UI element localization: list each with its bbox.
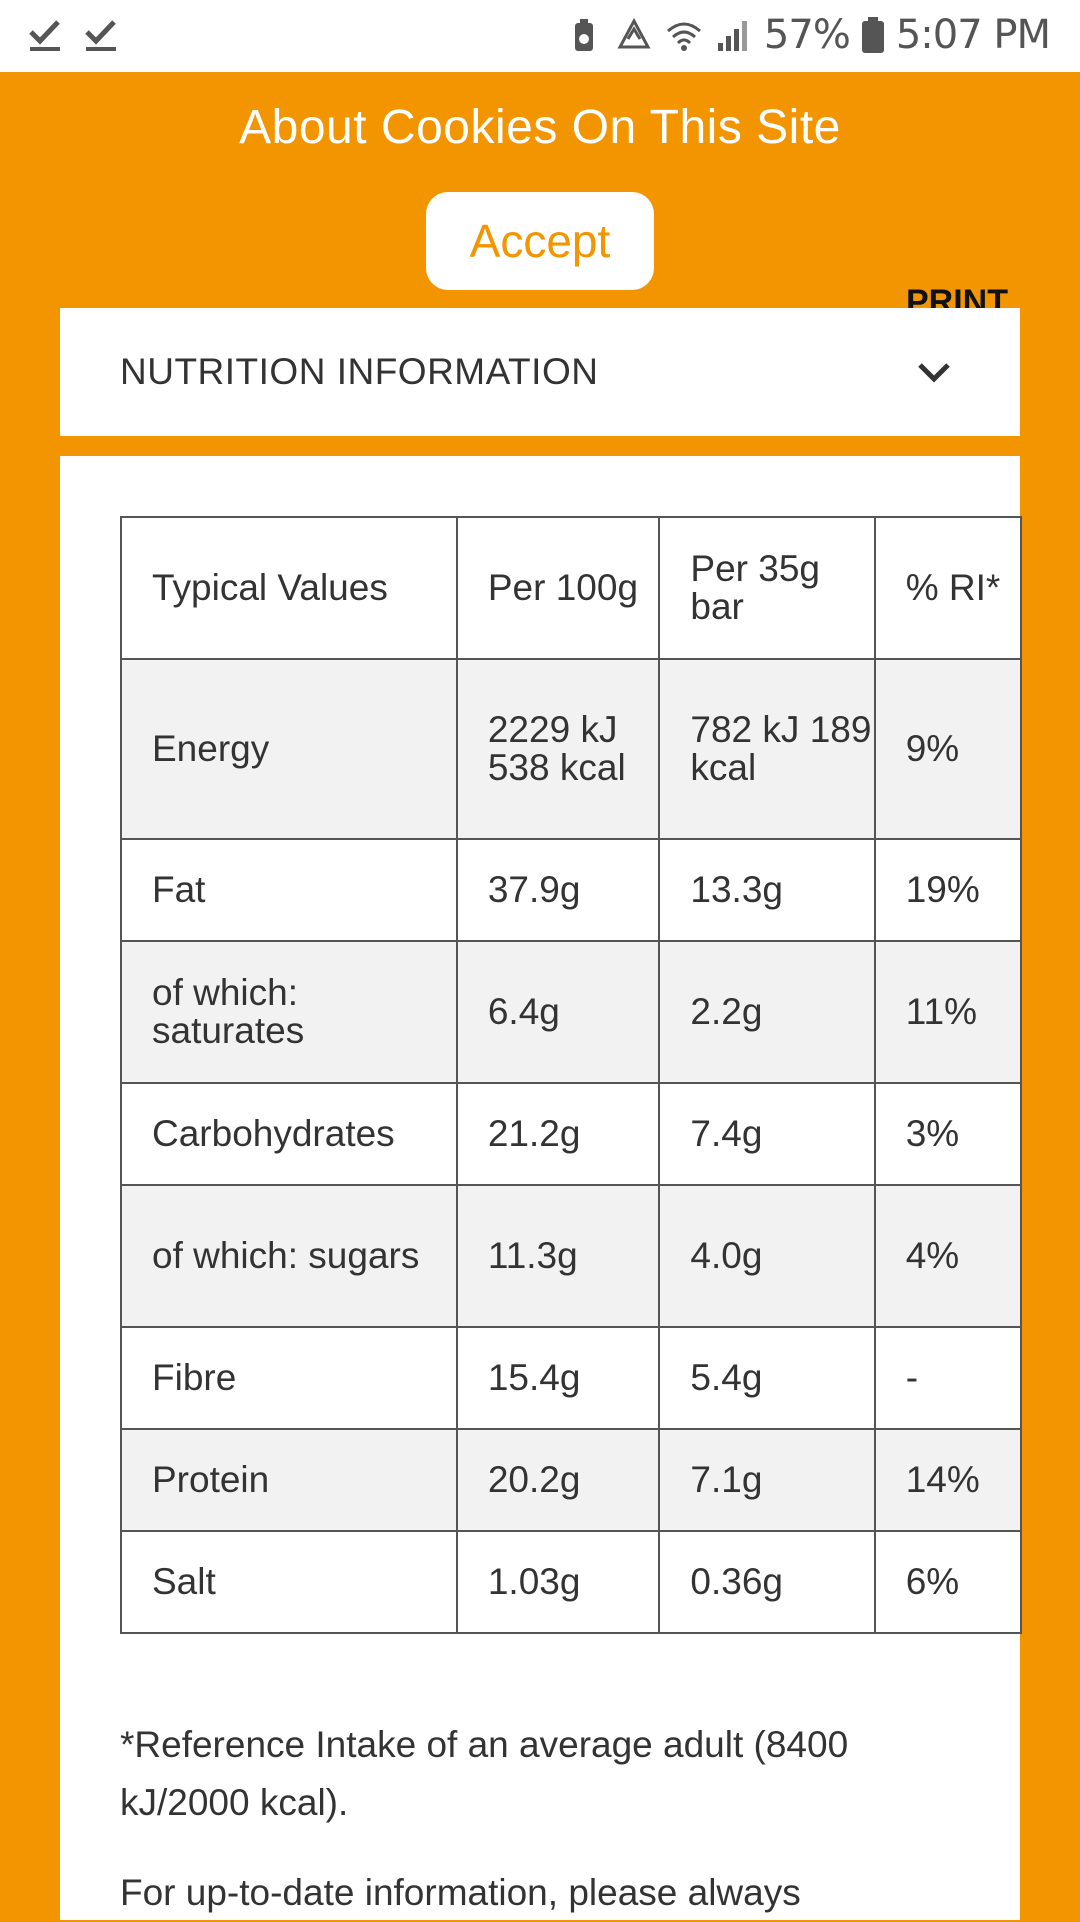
- value-per-bar: 7.4g: [658, 1082, 876, 1186]
- value-ri: 11%: [873, 940, 1023, 1084]
- print-link[interactable]: PRINT: [906, 283, 1008, 308]
- nutrient-name: of which: sugars: [120, 1184, 458, 1328]
- table-row: of which: saturates 6.4g 2.2g 11%: [120, 940, 1023, 1084]
- accordion-title: NUTRITION INFORMATION: [120, 351, 599, 392]
- value-per-100g: 21.2g: [455, 1082, 661, 1186]
- table-row: Fat 37.9g 13.3g 19%: [120, 838, 1023, 942]
- table-header-row: Typical Values Per 100g Per 35g bar % RI…: [120, 516, 1023, 660]
- check-icon: [85, 20, 116, 51]
- header-typical-values: Typical Values: [120, 516, 458, 660]
- recycle-icon: [617, 17, 651, 49]
- value-ri: 9%: [873, 658, 1023, 840]
- wifi-icon: [666, 22, 701, 51]
- value-per-100g: 6.4g: [455, 940, 661, 1084]
- nutrient-name: of which: saturates: [120, 940, 458, 1084]
- value-per-bar: 782 kJ 189 kcal: [658, 658, 876, 840]
- nutrition-panel: Typical Values Per 100g Per 35g bar % RI…: [60, 456, 1023, 1920]
- table-row: of which: sugars 11.3g 4.0g 4%: [120, 1184, 1023, 1328]
- table-row: Carbohydrates 21.2g 7.4g 3%: [120, 1082, 1023, 1186]
- value-ri: 6%: [873, 1530, 1023, 1634]
- nutrient-name: Salt: [120, 1530, 458, 1634]
- value-per-bar: 7.1g: [658, 1428, 876, 1532]
- value-ri: 4%: [873, 1184, 1023, 1328]
- nutrient-name: Fibre: [120, 1326, 458, 1430]
- signal-icon: [717, 21, 747, 51]
- header-per-35g-bar: Per 35g bar: [658, 516, 876, 660]
- up-to-date-note: For up-to-date information, please alway…: [120, 1872, 801, 1913]
- status-bar: 57% 5:07 PM: [0, 0, 1080, 72]
- battery-icon: [861, 17, 884, 53]
- reference-intake-note: *Reference Intake of an average adult (8…: [120, 1724, 849, 1823]
- clock: 5:07 PM: [895, 12, 1051, 58]
- value-per-100g: 2229 kJ 538 kcal: [455, 658, 661, 840]
- table-row: Energy 2229 kJ 538 kcal 782 kJ 189 kcal …: [120, 658, 1023, 840]
- nutrition-table: Typical Values Per 100g Per 35g bar % RI…: [120, 516, 1023, 1634]
- nutrient-name: Protein: [120, 1428, 458, 1532]
- status-left: [28, 14, 118, 54]
- value-ri: -: [873, 1326, 1023, 1430]
- table-row: Salt 1.03g 0.36g 6%: [120, 1530, 1023, 1634]
- value-per-100g: 37.9g: [455, 838, 661, 942]
- status-right: 57% 5:07 PM: [564, 12, 1051, 58]
- value-per-bar: 4.0g: [658, 1184, 876, 1328]
- value-per-100g: 1.03g: [455, 1530, 661, 1634]
- battery-percent: 57%: [763, 12, 851, 58]
- cookie-banner-title: About Cookies On This Site: [239, 101, 841, 154]
- nutrient-name: Carbohydrates: [120, 1082, 458, 1186]
- value-ri: 3%: [873, 1082, 1023, 1186]
- nutrient-name: Fat: [120, 838, 458, 942]
- header-per-100g: Per 100g: [455, 516, 661, 660]
- value-per-100g: 15.4g: [455, 1326, 661, 1430]
- value-ri: 14%: [873, 1428, 1023, 1532]
- accept-cookies-button[interactable]: Accept: [426, 192, 654, 290]
- table-row: Protein 20.2g 7.1g 14%: [120, 1428, 1023, 1532]
- battery-saver-icon: [574, 19, 593, 51]
- value-per-100g: 11.3g: [455, 1184, 661, 1328]
- chevron-down-icon[interactable]: [914, 352, 954, 392]
- value-per-bar: 13.3g: [658, 838, 876, 942]
- table-row: Fibre 15.4g 5.4g -: [120, 1326, 1023, 1430]
- value-ri: 19%: [873, 838, 1023, 942]
- nutrient-name: Energy: [120, 658, 458, 840]
- header-percent-ri: % RI*: [873, 516, 1023, 660]
- check-icon: [29, 20, 60, 51]
- value-per-100g: 20.2g: [455, 1428, 661, 1532]
- value-per-bar: 2.2g: [658, 940, 876, 1084]
- nutrition-accordion-header[interactable]: NUTRITION INFORMATION: [60, 308, 1020, 436]
- value-per-bar: 0.36g: [658, 1530, 876, 1634]
- value-per-bar: 5.4g: [658, 1326, 876, 1430]
